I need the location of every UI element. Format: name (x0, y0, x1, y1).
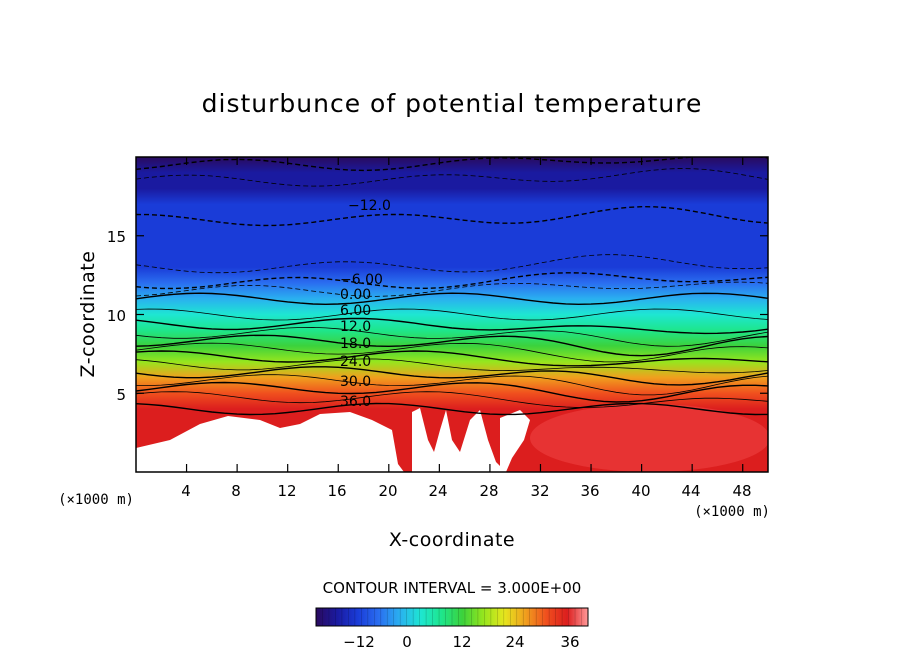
warm-anomaly-right (530, 404, 768, 472)
colorbar-tick-36: 36 (560, 633, 579, 651)
y-tick-label-5: 5 (116, 386, 126, 404)
contour-line (136, 308, 768, 321)
x-axis: 4 8 12 16 20 24 28 32 36 40 44 48 (×1000… (181, 157, 770, 551)
y-tick-marks (136, 235, 768, 394)
x-tick-label-24: 24 (428, 482, 447, 500)
contour-line (136, 350, 768, 367)
plot-area (136, 157, 768, 472)
x-tick-marks (185, 157, 744, 472)
y-tick-label-15: 15 (107, 228, 126, 246)
contour-line (136, 381, 768, 403)
low-level-white-region-3 (500, 410, 530, 472)
contour-line (136, 281, 768, 297)
x-unit-label: (×1000 m) (694, 504, 770, 520)
colorbar-tick-12: 12 (452, 633, 471, 651)
x-tick-label-16: 16 (327, 482, 346, 500)
x-tick-label-44: 44 (681, 482, 700, 500)
x-tick-label-12: 12 (277, 482, 296, 500)
y-unit-label: (×1000 m) (58, 492, 134, 508)
x-tick-label-48: 48 (732, 482, 751, 500)
contour-line (136, 358, 768, 374)
contour-line (136, 326, 768, 347)
x-tick-label-28: 28 (479, 482, 498, 500)
contour-label-30: 30.0 (340, 374, 371, 390)
x-tick-label-4: 4 (181, 482, 191, 500)
contour-label-group: −12.0 −6.00 0.00 6.00 12.0 18.0 24.0 30.… (340, 198, 391, 410)
contour-lines (136, 157, 768, 416)
contour-line (136, 366, 768, 386)
colorbar-tick-24: 24 (505, 633, 524, 651)
contour-line (136, 157, 768, 172)
colorbar-tick-minus-12: −12 (343, 633, 375, 651)
contour-line (136, 317, 768, 335)
x-tick-label-8: 8 (231, 482, 241, 500)
contour-line (136, 205, 768, 227)
y-axis-label: Z-coordinate (77, 251, 99, 378)
low-level-white-region (136, 412, 404, 472)
chart-title: disturbunce of potential temperature (202, 89, 703, 118)
contour-label-12: 12.0 (340, 319, 371, 335)
x-tick-label-32: 32 (530, 482, 549, 500)
contour-label-minus-6: −6.00 (340, 272, 383, 288)
colorbar-ramp (316, 608, 588, 626)
contour-label-18: 18.0 (340, 336, 371, 352)
colorbar-tick-0: 0 (402, 633, 412, 651)
colorbar-stripes (322, 608, 582, 626)
contour-line (136, 334, 768, 357)
x-tick-label-36: 36 (580, 482, 599, 500)
y-tick-label-10: 10 (107, 307, 126, 325)
contour-line (136, 342, 768, 363)
contour-line (136, 272, 768, 290)
contour-line (136, 254, 768, 274)
low-level-white-region-2 (412, 408, 506, 472)
colorbar-frame (315, 607, 589, 627)
contour-line (136, 374, 768, 396)
contour-line (136, 168, 768, 187)
x-axis-label: X-coordinate (389, 529, 515, 551)
contour-line (136, 391, 768, 408)
contour-line (136, 292, 768, 306)
contour-label-0: 0.00 (340, 287, 371, 303)
x-tick-label-40: 40 (631, 482, 650, 500)
contour-line (136, 402, 768, 416)
y-axis: 5 10 15 (×1000 m) Z-coordinate (58, 228, 768, 508)
contour-interval-text: CONTOUR INTERVAL = 3.000E+00 (323, 579, 582, 597)
contour-label-6: 6.00 (340, 303, 371, 319)
contour-label-24: 24.0 (340, 354, 371, 370)
x-tick-label-20: 20 (378, 482, 397, 500)
colorbar: −12 0 12 24 36 (315, 607, 589, 651)
contour-label-minus-12: −12.0 (348, 198, 391, 214)
contour-label-36: 36.0 (340, 394, 371, 410)
